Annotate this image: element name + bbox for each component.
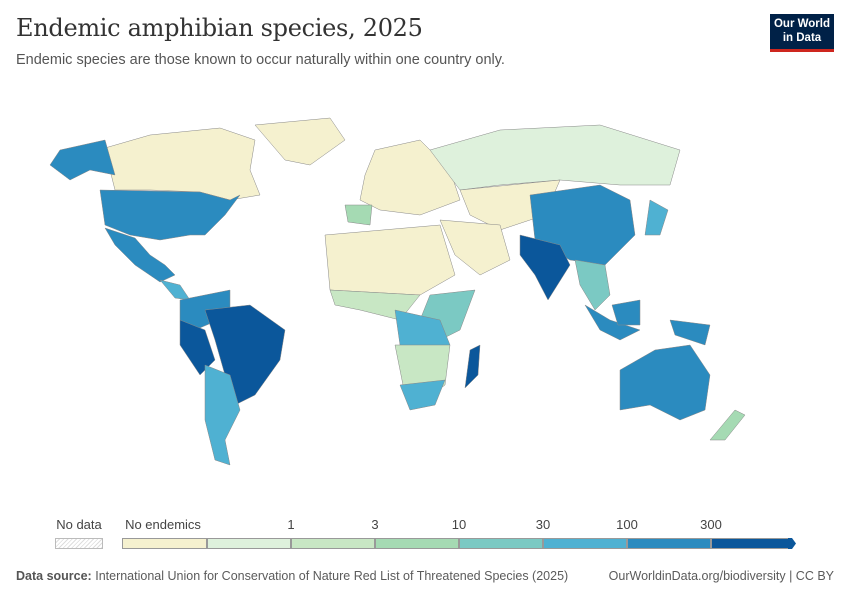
legend-bin-1[interactable] (207, 538, 291, 549)
region-madagascar[interactable] (464, 344, 481, 389)
data-source: Data source: International Union for Con… (16, 569, 568, 583)
legend-no-data-label: No data (56, 517, 102, 532)
legend-arrow-icon (788, 538, 796, 549)
legend-label-100: 100 (616, 517, 638, 532)
legend-bin-0[interactable] (122, 538, 207, 549)
region-argentina-chile[interactable] (204, 364, 241, 466)
region-russia[interactable] (429, 124, 681, 191)
region-india[interactable] (519, 234, 571, 301)
legend-bin-3[interactable] (375, 538, 459, 549)
legend-label-30: 30 (535, 517, 551, 532)
legend: No data No endemics 1 3 10 30 100 300 (0, 512, 850, 552)
region-brazil[interactable] (204, 304, 286, 406)
region-south-africa[interactable] (399, 379, 446, 411)
source-label: Data source: (16, 569, 92, 583)
legend-label-3: 3 (371, 517, 379, 532)
footer-url[interactable]: OurWorldinData.org/biodiversity | CC BY (608, 569, 834, 583)
chart-subtitle: Endemic species are those known to occur… (16, 52, 505, 68)
region-greenland[interactable] (254, 117, 346, 166)
legend-bin-2[interactable] (291, 538, 375, 549)
legend-no-data-swatch[interactable] (55, 538, 103, 549)
legend-label-1: 1 (287, 517, 295, 532)
region-middle-east[interactable] (439, 219, 511, 276)
source-text[interactable]: International Union for Conservation of … (95, 569, 569, 583)
region-new-zealand[interactable] (709, 409, 746, 441)
region-alaska[interactable] (49, 139, 116, 181)
region-north-africa[interactable] (324, 224, 456, 296)
region-southeast-asia[interactable] (574, 259, 611, 311)
region-iberia[interactable] (344, 204, 373, 226)
legend-bin-4[interactable] (459, 538, 543, 549)
region-new-guinea[interactable] (669, 319, 711, 346)
region-canada[interactable] (104, 127, 261, 201)
region-japan[interactable] (644, 199, 669, 236)
legend-bin-5[interactable] (543, 538, 627, 549)
legend-label-10: 10 (451, 517, 467, 532)
region-borneo[interactable] (611, 299, 641, 326)
legend-bin-6[interactable] (627, 538, 711, 549)
legend-bin-7[interactable] (711, 538, 789, 549)
region-central-america[interactable] (159, 279, 191, 301)
region-mexico[interactable] (104, 227, 176, 283)
region-usa[interactable] (99, 189, 241, 241)
world-map[interactable] (0, 110, 850, 510)
legend-label-no-endemics: No endemics (125, 517, 201, 532)
legend-label-300: 300 (700, 517, 722, 532)
owid-logo[interactable]: Our World in Data (770, 14, 834, 52)
region-indonesia[interactable] (584, 304, 641, 341)
chart-title: Endemic amphibian species, 2025 (16, 14, 423, 42)
region-australia[interactable] (619, 344, 711, 421)
